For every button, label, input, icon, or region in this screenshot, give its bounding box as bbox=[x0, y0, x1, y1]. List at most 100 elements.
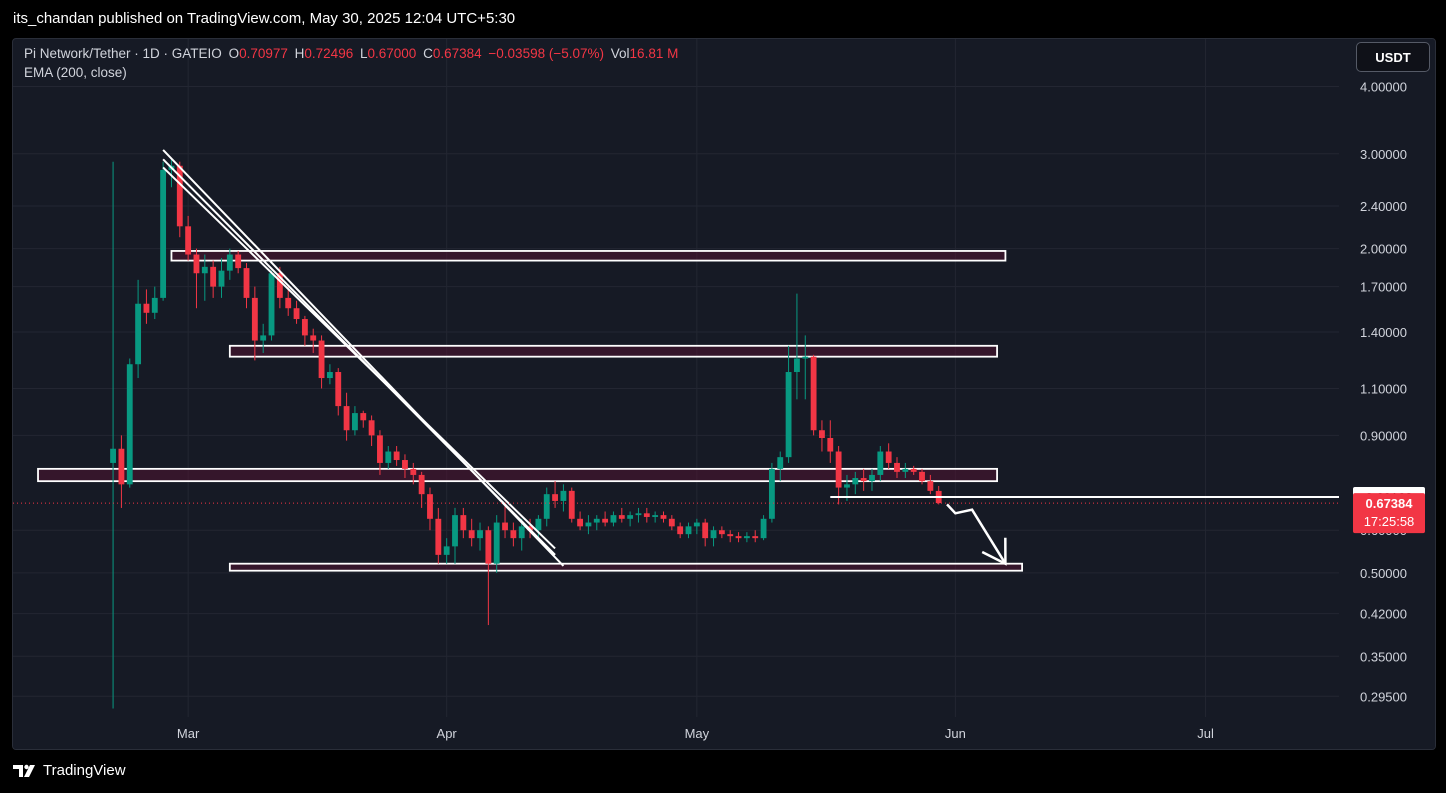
candle-body bbox=[310, 335, 317, 341]
candle-body bbox=[910, 468, 917, 472]
candle-body bbox=[927, 481, 934, 491]
grid-lines bbox=[13, 39, 1339, 717]
candle-body bbox=[210, 266, 217, 287]
candle-body bbox=[410, 468, 417, 475]
candle-body bbox=[785, 372, 792, 458]
candle-body bbox=[193, 254, 200, 274]
candle-body bbox=[352, 413, 358, 431]
candle-body bbox=[777, 457, 784, 469]
candle-body bbox=[493, 522, 500, 564]
candle-body bbox=[443, 546, 450, 555]
candle-body bbox=[335, 372, 342, 407]
price-zone bbox=[228, 562, 1023, 572]
candle-body bbox=[151, 297, 158, 313]
candle-body bbox=[877, 451, 884, 475]
candle-body bbox=[894, 462, 900, 472]
open-value: 0.70977 bbox=[239, 46, 288, 61]
candle-body bbox=[677, 526, 684, 535]
y-tick-label: 1.10000 bbox=[1360, 381, 1407, 396]
open-label: O bbox=[228, 46, 240, 61]
candle-body bbox=[802, 356, 809, 359]
candle-body bbox=[293, 308, 300, 320]
time-axis-bg bbox=[13, 717, 1435, 749]
candle-body bbox=[143, 303, 150, 313]
change-value: −0.03598 (−5.07%) bbox=[488, 46, 604, 61]
candle-body bbox=[502, 522, 508, 531]
candle-body bbox=[377, 435, 383, 463]
y-tick-label: 0.90000 bbox=[1360, 428, 1407, 443]
candle-body bbox=[902, 468, 909, 472]
candle-body bbox=[176, 165, 183, 227]
close-label: C bbox=[423, 46, 433, 61]
candle-body bbox=[301, 319, 308, 336]
y-tick-label: 1.40000 bbox=[1360, 325, 1407, 340]
candle-body bbox=[810, 356, 817, 431]
candle-body bbox=[201, 266, 208, 274]
candle-body bbox=[243, 268, 250, 298]
candle-body bbox=[402, 460, 408, 469]
candle-body bbox=[276, 273, 283, 298]
symbol-label[interactable]: Pi Network/Tether · 1D · GATEIO bbox=[24, 46, 222, 61]
drawings bbox=[13, 149, 1339, 567]
projection-arrow-head bbox=[981, 537, 1007, 566]
projection-arrow bbox=[946, 503, 1007, 565]
x-tick-label: May bbox=[685, 726, 710, 741]
volume-value: 16.81 M bbox=[629, 46, 679, 61]
candle-body bbox=[185, 226, 192, 255]
high-value: 0.72496 bbox=[304, 46, 354, 61]
y-tick-label: 1.70000 bbox=[1360, 280, 1407, 295]
candle-body bbox=[368, 420, 375, 436]
candle-body bbox=[468, 530, 475, 539]
candle-body bbox=[835, 451, 842, 488]
current-price-label: 0.67384 bbox=[1366, 496, 1414, 511]
candle-body bbox=[226, 254, 233, 271]
high-label: H bbox=[294, 46, 305, 61]
indicator-label[interactable]: EMA (200, close) bbox=[24, 65, 127, 80]
price-axis-bg bbox=[1339, 39, 1435, 749]
candle-body bbox=[568, 490, 575, 519]
candle-body bbox=[727, 534, 734, 537]
candle-body bbox=[552, 494, 558, 501]
candle-body bbox=[693, 522, 700, 527]
price-chart[interactable]: 4.00000 3.00000 2.40000 2.00000 1.70000 1.400… bbox=[13, 39, 1435, 749]
candle-body bbox=[510, 530, 517, 539]
candle-body bbox=[718, 530, 725, 535]
x-tick-label: Jul bbox=[1197, 726, 1214, 741]
candle-body bbox=[610, 515, 617, 523]
candle-body bbox=[760, 518, 767, 539]
y-tick-label: 0.50000 bbox=[1360, 566, 1407, 581]
candle-body bbox=[110, 448, 116, 463]
candle-body bbox=[260, 335, 267, 341]
candle-body bbox=[543, 494, 550, 519]
candle-body bbox=[844, 484, 850, 488]
candle-body bbox=[652, 515, 659, 517]
time-axis[interactable]: Mar Apr May Jun Jul bbox=[13, 717, 1435, 749]
trendline bbox=[162, 166, 556, 550]
candle-body bbox=[160, 169, 167, 298]
candle-body bbox=[126, 364, 133, 485]
candle-body bbox=[235, 254, 242, 269]
candle-body bbox=[560, 490, 567, 501]
candle-body bbox=[343, 406, 350, 431]
y-tick-label: 2.40000 bbox=[1360, 199, 1407, 214]
candle-body bbox=[485, 530, 492, 564]
currency-button[interactable]: USDT bbox=[1356, 42, 1430, 72]
candle-body bbox=[393, 451, 400, 461]
candle-body bbox=[819, 430, 825, 438]
price-zone bbox=[228, 344, 998, 358]
candle-body bbox=[452, 515, 458, 547]
candle-body bbox=[418, 474, 425, 495]
candle-body bbox=[827, 437, 834, 452]
candle-body bbox=[752, 536, 759, 539]
current-price-tag bbox=[1353, 493, 1425, 534]
chart-panel[interactable]: 4.00000 3.00000 2.40000 2.00000 1.70000 1.400… bbox=[12, 38, 1436, 750]
x-tick-label: Apr bbox=[437, 726, 458, 741]
candle-body bbox=[518, 526, 525, 539]
horizontal-zones bbox=[37, 250, 1023, 572]
price-axis[interactable]: 4.00000 3.00000 2.40000 2.00000 1.70000 1.400… bbox=[1339, 39, 1435, 749]
candle-body bbox=[326, 372, 333, 379]
candle-body bbox=[627, 515, 634, 519]
candle-body bbox=[218, 270, 225, 287]
candle-body bbox=[743, 536, 750, 539]
